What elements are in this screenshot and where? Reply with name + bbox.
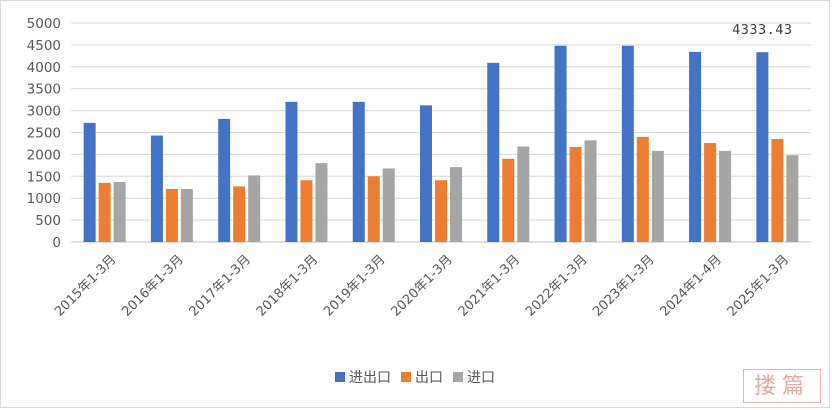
data-labels: 4333.43 (732, 22, 792, 38)
x-tick-label: 2021年1-3月 (456, 252, 523, 319)
x-tick-label: 2020年1-3月 (388, 252, 455, 319)
bar-import (786, 155, 799, 242)
bar-import (315, 163, 328, 242)
bar-total (420, 105, 432, 243)
x-tick-label: 2017年1-3月 (187, 252, 254, 319)
bars (83, 45, 799, 243)
x-tick-label: 2016年1-3月 (119, 252, 186, 319)
bar-import (719, 150, 732, 242)
bar-export (771, 139, 784, 242)
bar-export (367, 176, 380, 242)
x-tick-label: 2015年1-3月 (52, 252, 119, 319)
legend-label: 出口 (415, 370, 443, 386)
x-tick-label: 2023年1-3月 (590, 252, 657, 319)
bar-total (352, 101, 365, 242)
bar-export (569, 146, 582, 242)
y-tick-label: 1000 (27, 191, 61, 207)
bar-total (285, 101, 298, 242)
bar-export (165, 189, 178, 242)
x-axis: 2015年1-3月 2016年1-3月 2017年1-3月 2018年1-3月 2019… (52, 252, 792, 319)
bar-import (113, 181, 126, 242)
x-tick-label: 2024年1-4月 (658, 252, 725, 319)
x-tick-label: 2022年1-3月 (523, 252, 590, 319)
bar-export (704, 143, 717, 242)
y-tick-label: 3500 (27, 82, 61, 98)
bar-total (487, 62, 500, 242)
legend-item: 出口 (401, 367, 443, 387)
legend-label: 进口 (467, 370, 495, 386)
y-tick-label: 4000 (27, 60, 61, 76)
bar-total (756, 52, 769, 242)
bar-export (502, 158, 515, 242)
y-tick-label: 5000 (27, 16, 61, 32)
bar-export (98, 182, 111, 242)
legend-swatch (401, 372, 411, 382)
x-tick-label: 2019年1-3月 (321, 252, 388, 319)
bar-import (450, 167, 462, 242)
bar-import (584, 140, 597, 242)
x-tick-label: 2025年1-3月 (725, 252, 792, 319)
bar-total (621, 45, 634, 242)
bar-total (554, 45, 567, 242)
y-tick-label: 3000 (27, 104, 61, 120)
gridlines (71, 22, 811, 243)
y-tick-label: 2000 (27, 147, 61, 163)
legend-item: 进出口 (335, 367, 391, 387)
watermark-seal: 搂篇 (743, 369, 821, 403)
bar-export (300, 180, 313, 242)
bar-export (435, 180, 447, 242)
bar-total (83, 122, 96, 242)
legend: 进出口 出口 进口 (1, 367, 829, 387)
bar-import (382, 168, 395, 242)
bar-import (180, 189, 193, 242)
bar-total (218, 118, 231, 242)
legend-item: 进口 (453, 367, 495, 387)
bar-chart: 0 500 1000 1500 2000 2500 3000 3500 4000 4500 5000… (27, 16, 811, 320)
y-tick-label: 0 (52, 235, 61, 251)
bar-export (233, 186, 246, 242)
bar-import (651, 150, 664, 242)
y-tick-label: 500 (35, 213, 61, 229)
bar-export (636, 136, 649, 242)
bar-import (517, 146, 530, 242)
legend-swatch (335, 372, 345, 382)
x-tick-label: 2018年1-3月 (254, 252, 321, 319)
legend-label: 进出口 (349, 370, 391, 386)
data-label: 4333.43 (732, 22, 792, 38)
y-tick-label: 2500 (27, 126, 61, 142)
legend-swatch (453, 372, 463, 382)
bar-total (150, 135, 163, 242)
y-tick-label: 4500 (27, 38, 61, 54)
bar-import (248, 175, 261, 242)
y-tick-label: 1500 (27, 169, 61, 185)
bar-total (689, 51, 702, 242)
y-axis: 0 500 1000 1500 2000 2500 3000 3500 4000 4500 5000 (27, 16, 61, 251)
